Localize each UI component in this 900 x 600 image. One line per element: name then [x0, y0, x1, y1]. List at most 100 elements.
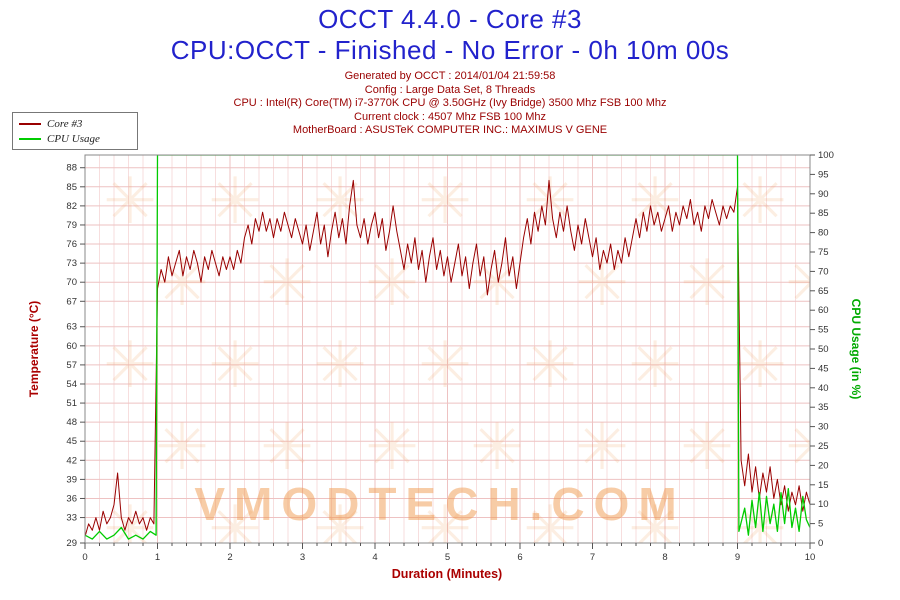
svg-text:✳: ✳: [313, 493, 367, 565]
svg-text:✳: ✳: [260, 411, 314, 483]
svg-text:✳: ✳: [208, 165, 262, 237]
watermark-text: VMODTECH.COM: [194, 478, 685, 530]
svg-text:76: 76: [66, 239, 77, 250]
chart-area: ✳ ✳ ✳ ✳ ✳ ✳ ✳ ✳ ✳ ✳ ✳ ✳ ✳ ✳ ✳ ✳ ✳ ✳ ✳ ✳ ✳ ✳ ✳ ✳ ✳ ✳ ✳ ✳ ✳ ✳ ✳ ✳ ✳ ✳ ✳ VMODT…: [0, 148, 900, 600]
svg-text:88: 88: [66, 163, 77, 174]
svg-text:50: 50: [818, 344, 829, 355]
svg-text:✳: ✳: [733, 165, 787, 237]
legend-label-cpu-usage: CPU Usage: [47, 132, 100, 145]
svg-text:25: 25: [818, 441, 829, 452]
svg-text:40: 40: [818, 383, 829, 394]
svg-text:55: 55: [818, 325, 829, 336]
y-axis-title-cpu-usage: CPU Usage (in %): [849, 299, 863, 400]
svg-text:80: 80: [818, 228, 829, 239]
svg-text:✳: ✳: [523, 165, 577, 237]
svg-text:51: 51: [66, 398, 77, 409]
svg-text:✳: ✳: [313, 165, 367, 237]
svg-text:✳: ✳: [313, 329, 367, 401]
svg-text:✳: ✳: [208, 329, 262, 401]
svg-text:2: 2: [227, 552, 232, 563]
svg-text:42: 42: [66, 455, 77, 466]
svg-text:✳: ✳: [733, 329, 787, 401]
svg-text:✳: ✳: [680, 411, 734, 483]
svg-text:57: 57: [66, 360, 77, 371]
svg-text:36: 36: [66, 493, 77, 504]
svg-text:8: 8: [662, 552, 667, 563]
svg-text:67: 67: [66, 296, 77, 307]
svg-text:70: 70: [818, 266, 829, 277]
svg-text:85: 85: [66, 182, 77, 193]
svg-text:5: 5: [818, 519, 823, 530]
svg-text:60: 60: [66, 341, 77, 352]
svg-text:70: 70: [66, 277, 77, 288]
svg-text:9: 9: [735, 552, 740, 563]
watermark: ✳ ✳ ✳ ✳ ✳ ✳ ✳✳ ✳ ✳ ✳ ✳ ✳ ✳✳ ✳ ✳ ✳ ✳ ✳ ✳✳ ✳ ✳ ✳ ✳ ✳ ✳✳ ✳ ✳ ✳ ✳ ✳ ✳VMODT…: [103, 165, 839, 565]
svg-text:✳: ✳: [418, 493, 472, 565]
svg-text:4: 4: [372, 552, 377, 563]
info-config: Config : Large Data Set, 8 Threads: [364, 83, 536, 96]
svg-text:20: 20: [818, 460, 829, 471]
x-axis-title: Duration (Minutes): [392, 567, 502, 581]
legend-item-core3: Core #3: [19, 116, 131, 131]
svg-text:48: 48: [66, 417, 77, 428]
data-series: [85, 155, 810, 540]
core3-line-swatch: [19, 122, 41, 125]
legend: Core #3 CPU Usage: [12, 112, 138, 150]
info-motherboard: MotherBoard : ASUSTeK COMPUTER INC.: MAX…: [292, 124, 608, 137]
legend-item-cpu-usage: CPU Usage: [19, 131, 131, 146]
svg-text:30: 30: [818, 422, 829, 433]
svg-text:39: 39: [66, 474, 77, 485]
svg-text:✳: ✳: [365, 411, 419, 483]
svg-text:✳: ✳: [575, 411, 629, 483]
svg-text:✳: ✳: [260, 247, 314, 319]
svg-text:✳: ✳: [785, 411, 839, 483]
svg-text:5: 5: [445, 552, 450, 563]
svg-text:10: 10: [805, 552, 816, 563]
svg-text:1: 1: [155, 552, 160, 563]
axes: 8885827976737067636057545148454239363329…: [66, 150, 833, 563]
info-cpu: CPU : Intel(R) Core(TM) i7-3770K CPU @ 3…: [233, 97, 667, 110]
svg-text:✳: ✳: [628, 493, 682, 565]
svg-text:85: 85: [818, 208, 829, 219]
svg-text:✳: ✳: [523, 329, 577, 401]
svg-text:35: 35: [818, 402, 829, 413]
svg-text:95: 95: [818, 169, 829, 180]
y-axis-title-temperature: Temperature (°C): [27, 301, 41, 398]
svg-text:33: 33: [66, 513, 77, 524]
cpu-usage-line-swatch: [19, 137, 41, 140]
svg-text:✳: ✳: [365, 247, 419, 319]
svg-text:75: 75: [818, 247, 829, 258]
svg-text:45: 45: [818, 363, 829, 374]
svg-text:63: 63: [66, 322, 77, 333]
svg-text:15: 15: [818, 480, 829, 491]
page-title: OCCT 4.4.0 - Core #3: [318, 4, 582, 34]
info-clock: Current clock : 4507 Mhz FSB 100 Mhz: [354, 110, 546, 123]
svg-text:7: 7: [590, 552, 595, 563]
svg-text:✳: ✳: [470, 411, 524, 483]
svg-text:✳: ✳: [523, 493, 577, 565]
svg-text:✳: ✳: [470, 247, 524, 319]
svg-text:100: 100: [818, 150, 834, 161]
svg-text:✳: ✳: [155, 247, 209, 319]
svg-text:10: 10: [818, 499, 829, 510]
svg-text:29: 29: [66, 538, 77, 549]
svg-text:✳: ✳: [103, 329, 157, 401]
svg-text:✳: ✳: [628, 329, 682, 401]
svg-text:✳: ✳: [418, 329, 472, 401]
svg-text:73: 73: [66, 258, 77, 269]
svg-text:0: 0: [818, 538, 823, 549]
svg-text:✳: ✳: [103, 165, 157, 237]
svg-text:54: 54: [66, 379, 77, 390]
svg-text:✳: ✳: [208, 493, 262, 565]
svg-text:0: 0: [82, 552, 87, 563]
svg-text:45: 45: [66, 436, 77, 447]
gridlines: [84, 155, 811, 544]
info-generated: Generated by OCCT : 2014/01/04 21:59:58: [344, 70, 556, 82]
svg-text:90: 90: [818, 189, 829, 200]
svg-text:✳: ✳: [785, 247, 839, 319]
page-subtitle: CPU:OCCT - Finished - No Error - 0h 10m …: [170, 35, 730, 65]
svg-text:✳: ✳: [418, 165, 472, 237]
svg-text:✳: ✳: [155, 411, 209, 483]
svg-text:79: 79: [66, 220, 77, 231]
